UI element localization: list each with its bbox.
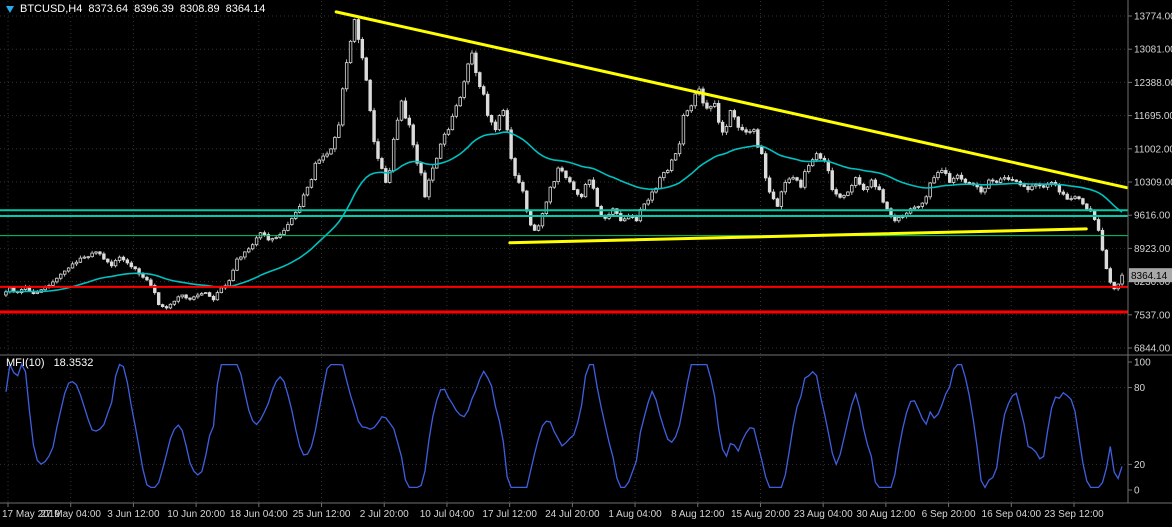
- svg-text:13774.00: 13774.00: [1134, 12, 1172, 23]
- candles: [4, 16, 1124, 310]
- svg-text:80: 80: [1134, 383, 1146, 394]
- svg-text:11695.00: 11695.00: [1134, 111, 1172, 122]
- svg-text:23 Sep 12:00: 23 Sep 12:00: [1044, 509, 1104, 520]
- low-value: 8308.89: [179, 3, 220, 15]
- svg-text:27 May 04:00: 27 May 04:00: [40, 509, 101, 520]
- mfi-axis[interactable]: 0 20 80 100: [1128, 358, 1151, 497]
- svg-text:30 Aug 12:00: 30 Aug 12:00: [856, 509, 915, 520]
- svg-text:24 Jul 20:00: 24 Jul 20:00: [545, 509, 600, 520]
- grid-lines: [0, 1, 1128, 502]
- mfi-line: [5, 362, 1123, 489]
- svg-text:8230.00: 8230.00: [1134, 277, 1171, 288]
- open-value: 8373.64: [88, 3, 129, 15]
- current-price-badge: 8364.14: [1129, 268, 1172, 283]
- svg-text:16 Sep 04:00: 16 Sep 04:00: [982, 509, 1042, 520]
- mfi-current-value: 18.3532: [53, 357, 94, 369]
- svg-text:15 Aug 20:00: 15 Aug 20:00: [731, 509, 790, 520]
- svg-text:8364.14: 8364.14: [1131, 271, 1168, 282]
- trendline-minor-support[interactable]: [508, 227, 1088, 245]
- svg-text:18 Jun 04:00: 18 Jun 04:00: [230, 509, 288, 520]
- svg-text:7537.00: 7537.00: [1134, 310, 1171, 321]
- svg-text:10309.00: 10309.00: [1134, 178, 1172, 189]
- symbol-ohlc-label: BTCUSD,H4 8373.64 8396.39 8308.89 8364.1…: [6, 3, 271, 15]
- svg-text:11002.00: 11002.00: [1134, 144, 1172, 155]
- svg-text:0: 0: [1134, 486, 1140, 497]
- svg-text:23 Aug 04:00: 23 Aug 04:00: [794, 509, 853, 520]
- svg-text:100: 100: [1134, 358, 1151, 369]
- close-value: 8364.14: [225, 3, 266, 15]
- svg-text:3 Jun 12:00: 3 Jun 12:00: [107, 509, 160, 520]
- mfi-name: MFI(10): [6, 357, 45, 369]
- svg-text:1 Aug 04:00: 1 Aug 04:00: [608, 509, 662, 520]
- svg-text:8 Aug 12:00: 8 Aug 12:00: [671, 509, 725, 520]
- trendline-descending-resistance[interactable]: [334, 10, 1129, 190]
- svg-text:12388.00: 12388.00: [1134, 78, 1172, 89]
- symbol-triangle-icon: [6, 6, 14, 13]
- svg-text:20: 20: [1134, 460, 1146, 471]
- svg-text:9616.00: 9616.00: [1134, 211, 1171, 222]
- symbol-name: BTCUSD,H4: [20, 3, 83, 15]
- mfi-indicator-label: MFI(10) 18.3532: [6, 357, 99, 369]
- svg-text:13081.00: 13081.00: [1134, 45, 1172, 56]
- svg-text:25 Jun 12:00: 25 Jun 12:00: [293, 509, 351, 520]
- price-axis[interactable]: 13774.00 13081.00 12388.00 11695.00 11002.00…: [1128, 12, 1172, 355]
- moving-average-line: [5, 131, 1123, 293]
- svg-text:17 May 2019: 17 May 2019: [2, 509, 60, 520]
- svg-text:6844.00: 6844.00: [1134, 344, 1171, 355]
- svg-text:17 Jul 12:00: 17 Jul 12:00: [482, 509, 537, 520]
- high-value: 8396.39: [134, 3, 174, 15]
- svg-text:8923.00: 8923.00: [1134, 244, 1171, 255]
- svg-text:10 Jul 04:00: 10 Jul 04:00: [420, 509, 475, 520]
- svg-text:2 Jul 20:00: 2 Jul 20:00: [360, 509, 409, 520]
- panel-separators: [0, 0, 1172, 504]
- svg-text:6 Sep 20:00: 6 Sep 20:00: [922, 509, 976, 520]
- svg-text:10 Jun 20:00: 10 Jun 20:00: [167, 509, 225, 520]
